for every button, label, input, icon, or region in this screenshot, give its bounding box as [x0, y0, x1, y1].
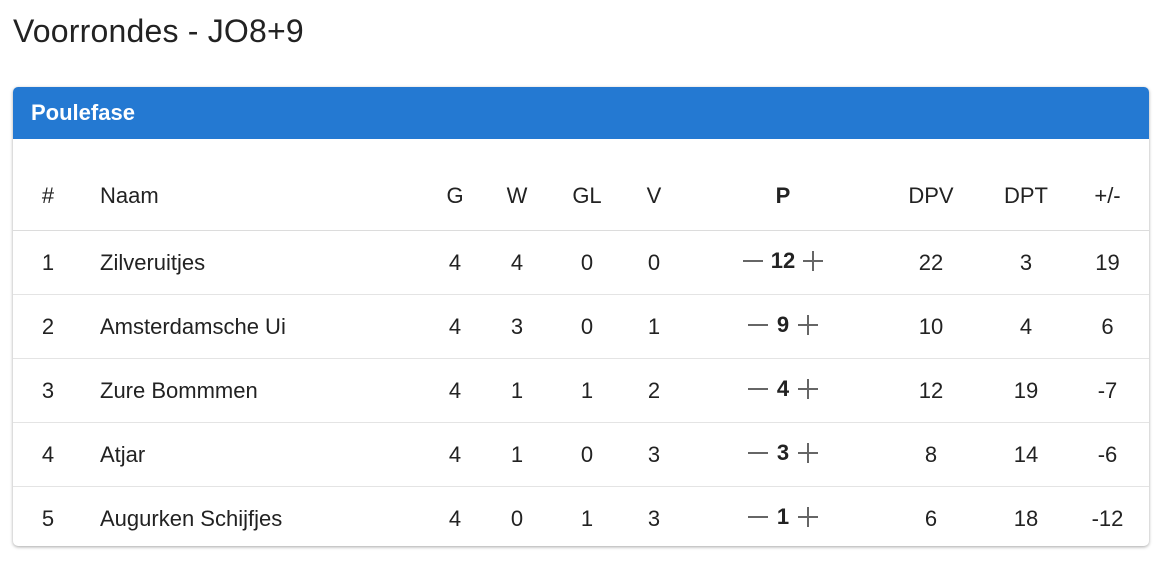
- minus-icon[interactable]: [747, 314, 769, 336]
- row-dpt: 19: [986, 358, 1066, 423]
- minus-icon[interactable]: [747, 378, 769, 400]
- header-v: V: [618, 161, 690, 231]
- row-diff: -12: [1091, 505, 1124, 531]
- table-row: 3 Zure Bommmen 4 1 1 2 4 12 19 -7: [13, 358, 1149, 423]
- row-dpv: 6: [924, 505, 938, 531]
- row-w: 1: [478, 358, 556, 423]
- row-v: 3: [647, 505, 661, 531]
- row-pos: 2: [13, 294, 83, 359]
- row-g: 4: [432, 230, 478, 295]
- row-diff: 19: [1066, 230, 1149, 295]
- page-title: Voorrondes - JO8+9: [13, 13, 304, 49]
- row-pos: 3: [13, 358, 83, 423]
- points-value: 12: [770, 247, 796, 273]
- row-v: 1: [618, 294, 690, 359]
- row-points: 4: [690, 358, 876, 423]
- row-gl: 1: [580, 505, 594, 531]
- row-pos: 5: [41, 505, 55, 531]
- header-dpt: DPT: [986, 161, 1066, 231]
- row-gl: 0: [556, 230, 618, 295]
- row-dpt: 3: [986, 230, 1066, 295]
- row-v: 3: [618, 422, 690, 487]
- row-diff: -7: [1066, 358, 1149, 423]
- plus-icon[interactable]: [797, 378, 819, 400]
- plus-icon[interactable]: [797, 442, 819, 464]
- row-g: 4: [448, 505, 462, 531]
- header-p: P: [690, 161, 876, 231]
- row-w: 4: [478, 230, 556, 295]
- row-g: 4: [432, 358, 478, 423]
- plus-icon[interactable]: [797, 506, 819, 528]
- row-name: Zilveruitjes: [83, 230, 432, 295]
- row-w: 0: [510, 505, 524, 531]
- row-name: Zure Bommmen: [83, 358, 432, 423]
- header-gl: GL: [556, 161, 618, 231]
- standings-table: # Naam G W GL V P DPV DPT +/- 1 Zilverui…: [13, 161, 1149, 546]
- row-v: 0: [618, 230, 690, 295]
- row-dpv: 22: [876, 230, 986, 295]
- row-gl: 0: [556, 422, 618, 487]
- row-dpt: 4: [986, 294, 1066, 359]
- row-name: Atjar: [83, 422, 432, 487]
- row-diff: 6: [1066, 294, 1149, 359]
- table-header-row: # Naam G W GL V P DPV DPT +/-: [13, 161, 1149, 231]
- points-value: 9: [776, 311, 790, 337]
- row-w: 3: [478, 294, 556, 359]
- row-name: Augurken Schijfjes: [100, 505, 283, 531]
- row-pos: 1: [13, 230, 83, 295]
- row-dpv: 8: [876, 422, 986, 487]
- row-g: 4: [432, 294, 478, 359]
- row-g: 4: [432, 422, 478, 487]
- poule-card: Poulefase # Naam G W GL V P DPV DPT +/- …: [13, 87, 1149, 546]
- row-dpv: 12: [876, 358, 986, 423]
- header-g: G: [432, 161, 478, 231]
- row-points: 12: [690, 230, 876, 295]
- header-w: W: [478, 161, 556, 231]
- row-points: 3: [690, 422, 876, 487]
- plus-icon[interactable]: [802, 250, 824, 272]
- row-name: Amsterdamsche Ui: [83, 294, 432, 359]
- row-w: 1: [478, 422, 556, 487]
- row-v: 2: [618, 358, 690, 423]
- table-row: 5 Augurken Schijfjes 4 0 1 3 1 6 18 -12: [13, 487, 1149, 547]
- table-row: 2 Amsterdamsche Ui 4 3 0 1 9 10 4 6: [13, 294, 1149, 359]
- plus-icon[interactable]: [797, 314, 819, 336]
- points-value: 4: [776, 375, 790, 401]
- minus-icon[interactable]: [747, 442, 769, 464]
- row-dpt: 18: [1013, 505, 1039, 531]
- row-dpv: 10: [876, 294, 986, 359]
- header-pos: #: [13, 161, 83, 231]
- card-header: Poulefase: [13, 87, 1149, 139]
- row-gl: 0: [556, 294, 618, 359]
- row-points: 1: [690, 487, 876, 547]
- minus-icon[interactable]: [747, 506, 769, 528]
- header-name: Naam: [83, 161, 432, 231]
- row-dpt: 14: [986, 422, 1066, 487]
- row-gl: 1: [556, 358, 618, 423]
- header-diff: +/-: [1066, 161, 1149, 231]
- row-pos: 4: [13, 422, 83, 487]
- table-row: 1 Zilveruitjes 4 4 0 0 12 22 3 19: [13, 230, 1149, 295]
- row-points: 9: [690, 294, 876, 359]
- minus-icon[interactable]: [742, 250, 764, 272]
- row-diff: -6: [1066, 422, 1149, 487]
- points-value: 3: [776, 439, 790, 465]
- table-row: 4 Atjar 4 1 0 3 3 8 14 -6: [13, 422, 1149, 487]
- header-dpv: DPV: [876, 161, 986, 231]
- points-value: 1: [776, 503, 790, 529]
